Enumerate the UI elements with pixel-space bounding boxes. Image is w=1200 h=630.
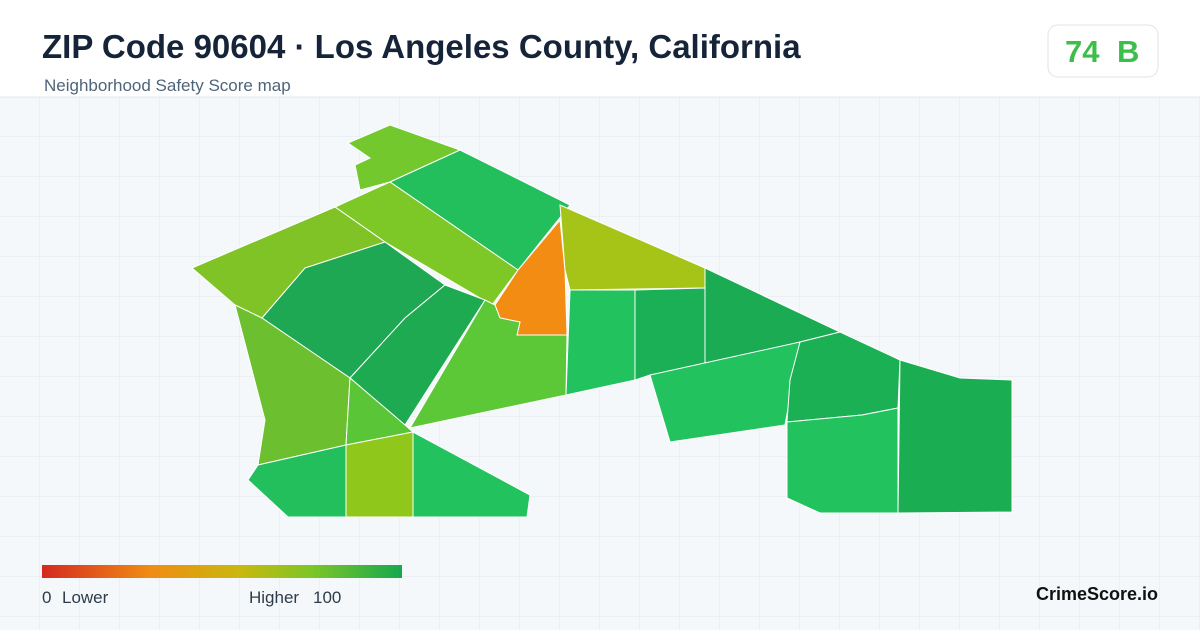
score-badge bbox=[1047, 24, 1159, 78]
legend-gradient bbox=[42, 565, 402, 578]
legend-max-label: Higher bbox=[249, 588, 300, 607]
grade: B bbox=[1117, 34, 1140, 69]
legend-min-label: Lower bbox=[62, 588, 109, 607]
subtitle: Neighborhood Safety Score map bbox=[44, 76, 291, 95]
legend-max: 100 bbox=[313, 588, 342, 607]
region bbox=[346, 124, 462, 191]
region bbox=[345, 431, 414, 518]
brand: CrimeScore.io bbox=[1035, 584, 1158, 604]
region bbox=[565, 289, 636, 396]
region bbox=[408, 299, 568, 429]
score: 74 bbox=[1065, 34, 1100, 69]
header-bg bbox=[0, 0, 1200, 97]
zip-regions bbox=[191, 124, 1013, 518]
region bbox=[412, 431, 531, 518]
region bbox=[649, 341, 801, 443]
region bbox=[786, 407, 899, 514]
region bbox=[559, 204, 706, 291]
region bbox=[897, 359, 1013, 514]
legend-min: 0 bbox=[42, 588, 52, 607]
title: ZIP Code 90604 · Los Angeles County, Cal… bbox=[42, 28, 801, 65]
